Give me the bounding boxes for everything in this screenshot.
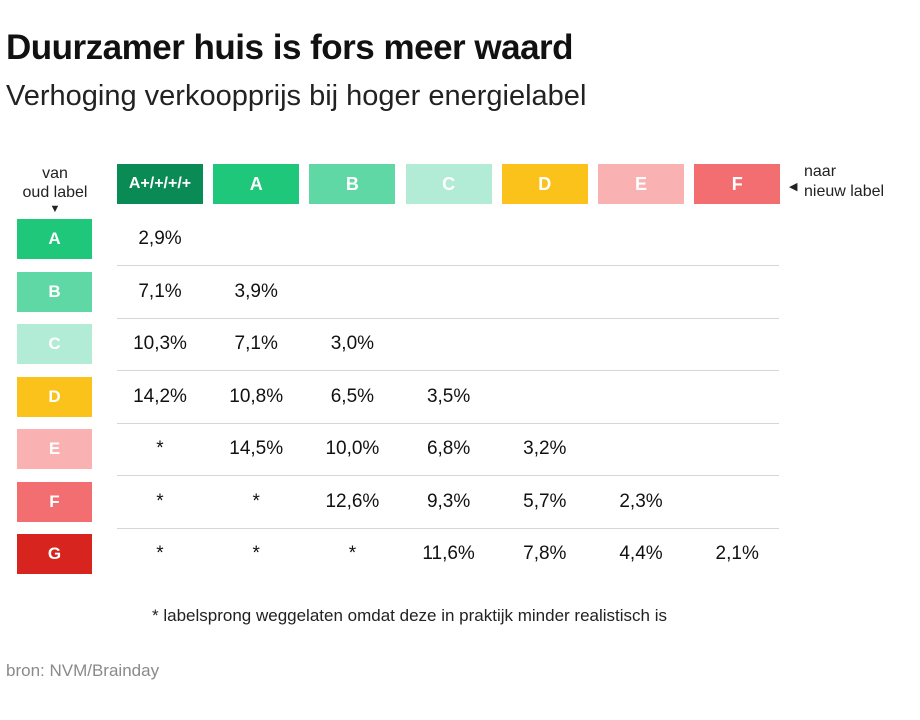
table-cell: 10,8% (229, 385, 284, 407)
row-header-D: D (17, 376, 92, 417)
table-cell: 10,3% (133, 333, 187, 354)
column-header-5: E (598, 164, 684, 204)
table-cell: 7,1% (138, 280, 182, 302)
row-divider (117, 317, 779, 319)
table-cell: 6,5% (330, 385, 375, 407)
table-cell: 3,9% (234, 280, 278, 302)
table-cell: 9,3% (426, 490, 471, 512)
table-cell: 11,6% (422, 543, 475, 564)
row-divider (117, 422, 779, 424)
table-cell: 5,7% (523, 490, 567, 512)
column-header-1: A (213, 164, 300, 204)
table-cell: 10,0% (325, 438, 380, 459)
row-divider (117, 527, 779, 529)
chart-subtitle: Verhoging verkoopprijs bij hoger energie… (6, 80, 587, 112)
row-divider (117, 370, 779, 371)
table-cell: 3,2% (523, 438, 567, 459)
column-header-6: F (694, 164, 781, 204)
old-label-caption-line2: oud label (22, 184, 88, 201)
table-cell: 3,5% (426, 385, 471, 407)
source-note: bron: NVM/Brainday (6, 661, 160, 680)
column-header-0: A+/+/+/+ (117, 164, 203, 204)
old-label-caption-line1: van (42, 165, 68, 182)
row-divider (117, 265, 779, 266)
arrow-left-icon: ◀ (789, 181, 798, 193)
old-label-caption: van oud label ▼ (14, 164, 96, 215)
column-header-4: D (501, 164, 588, 204)
table-cell: 2,1% (715, 543, 759, 564)
table-cell: * (156, 543, 164, 564)
new-label-caption-text: naar nieuw label (804, 162, 884, 202)
row-header-C: C (17, 324, 92, 364)
column-header-3: C (405, 164, 492, 204)
table-cell: 7,1% (234, 333, 278, 354)
row-header-E: E (17, 429, 92, 469)
footnote: * labelsprong weggelaten omdat deze in p… (152, 606, 667, 625)
new-label-caption-line2: nieuw label (804, 183, 885, 200)
arrow-down-icon: ▼ (49, 203, 61, 215)
table-cell: * (156, 490, 164, 512)
chart-title: Duurzamer huis is fors meer waard (6, 28, 574, 67)
row-header-F: F (17, 481, 92, 522)
table-cell: * (348, 543, 357, 564)
new-label-caption-line1: naar (804, 163, 837, 180)
table-cell: * (252, 490, 260, 512)
row-header-A: A (17, 219, 92, 259)
table-cell: * (156, 438, 164, 459)
table-cell: 6,8% (426, 438, 471, 459)
table-cell: 4,4% (619, 543, 663, 564)
row-header-B: B (17, 271, 92, 312)
table-cell: 7,8% (523, 543, 567, 564)
table-cell: 14,2% (133, 385, 187, 407)
column-header-2: B (309, 164, 396, 204)
table-cell: 2,9% (138, 228, 182, 249)
table-cell: 3,0% (330, 333, 375, 354)
table-cell: * (252, 543, 260, 564)
table-cell: 14,5% (229, 438, 284, 459)
row-divider (117, 475, 779, 476)
row-header-G: G (17, 534, 92, 574)
table-cell: 2,3% (619, 490, 663, 512)
table-cell: 12,6% (325, 490, 380, 512)
